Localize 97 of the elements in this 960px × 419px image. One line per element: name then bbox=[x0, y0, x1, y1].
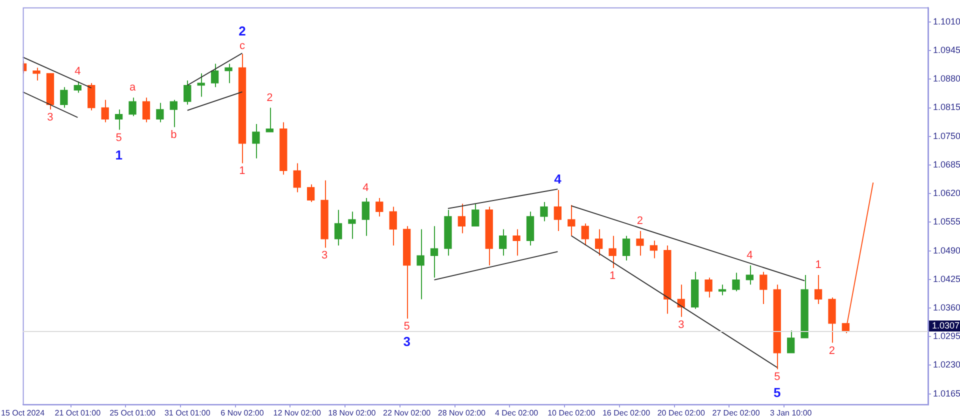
x-tick-label: 6 Nov 02:00 bbox=[220, 408, 264, 418]
annotation: 5 bbox=[116, 132, 122, 144]
annotation: 3 bbox=[678, 318, 684, 331]
annotation: 4 bbox=[74, 65, 81, 78]
candlestick bbox=[718, 284, 726, 296]
candlestick bbox=[142, 97, 150, 123]
annotation: c bbox=[239, 40, 246, 52]
x-tick-label: 20 Dec 02:00 bbox=[657, 408, 706, 418]
candlestick bbox=[88, 82, 96, 111]
candlestick bbox=[114, 109, 123, 130]
y-tick-label: 1.0880 bbox=[933, 74, 960, 84]
x-tick-label: 28 Nov 02:00 bbox=[438, 408, 486, 418]
candlestick bbox=[266, 107, 274, 132]
candlestick bbox=[32, 67, 40, 81]
candlestick bbox=[128, 97, 136, 117]
candlestick bbox=[362, 197, 370, 236]
y-tick-label: 1.0295 bbox=[933, 331, 960, 342]
annotation: b bbox=[170, 129, 177, 142]
candlestick bbox=[430, 226, 438, 278]
y-tick-label: 1.1010 bbox=[933, 16, 960, 26]
candlestick bbox=[787, 330, 795, 354]
candlestick bbox=[732, 272, 740, 292]
y-tick-label: 1.0750 bbox=[933, 130, 960, 141]
candlestick bbox=[622, 235, 630, 261]
x-tick-label: 3 Jan 10:00 bbox=[770, 408, 812, 418]
candlestick bbox=[608, 235, 616, 268]
candlestick bbox=[760, 271, 768, 305]
annotation: 1 bbox=[115, 147, 122, 162]
candlestick bbox=[210, 63, 219, 88]
candlestick bbox=[170, 99, 178, 128]
candlestick bbox=[184, 80, 192, 106]
annotation: 4 bbox=[362, 182, 369, 194]
y-tick-label: 1.0490 bbox=[933, 245, 960, 256]
candlestick bbox=[156, 102, 164, 123]
candlestick bbox=[472, 203, 480, 227]
x-tick-label: 22 Nov 02:00 bbox=[383, 408, 432, 418]
candlestick bbox=[348, 211, 356, 240]
annotation: 5 bbox=[774, 371, 780, 384]
y-tick-label: 1.0360 bbox=[933, 302, 960, 312]
x-tick-label: 25 Oct 01:00 bbox=[110, 408, 156, 418]
candlestick bbox=[636, 230, 644, 256]
candlestick bbox=[101, 99, 109, 123]
y-tick-label: 1.0165 bbox=[933, 388, 960, 398]
y-tick-label: 1.0685 bbox=[933, 159, 960, 170]
ref-line-label: 1.0307 bbox=[932, 320, 960, 330]
candlestick bbox=[306, 184, 315, 202]
candlestick bbox=[581, 223, 589, 246]
candlestick bbox=[458, 203, 466, 234]
y-tick-label: 1.0425 bbox=[933, 274, 960, 284]
annotation: 1 bbox=[609, 270, 616, 282]
annotation: 3 bbox=[403, 334, 410, 350]
candlestick bbox=[389, 206, 397, 246]
candlestick bbox=[540, 201, 548, 222]
candlestick bbox=[252, 124, 260, 159]
x-tick-label: 12 Nov 02:00 bbox=[273, 408, 322, 418]
annotation: 2 bbox=[636, 215, 644, 228]
candlestick bbox=[554, 190, 562, 232]
annotation: 4 bbox=[746, 249, 753, 262]
x-tick-label: 15 Oct 2024 bbox=[0, 408, 46, 418]
x-tick-label: 31 Oct 01:00 bbox=[164, 408, 211, 418]
x-tick-label: 16 Dec 02:00 bbox=[602, 408, 651, 418]
candlestick bbox=[512, 228, 520, 256]
candlestick bbox=[293, 162, 301, 193]
candlestick bbox=[376, 197, 384, 217]
annotation: 2 bbox=[266, 92, 273, 104]
annotation: 3 bbox=[321, 250, 328, 262]
candlestick bbox=[568, 204, 576, 236]
x-tick-label: 18 Nov 02:00 bbox=[328, 408, 376, 418]
annotation: 5 bbox=[404, 320, 410, 333]
annotation: 5 bbox=[774, 384, 781, 400]
y-tick-label: 1.0230 bbox=[933, 360, 960, 370]
y-tick-label: 1.0555 bbox=[933, 216, 960, 227]
candlestick bbox=[595, 228, 603, 256]
candlestick bbox=[60, 86, 68, 108]
x-tick-label: 27 Dec 02:00 bbox=[712, 408, 760, 418]
y-tick-label: 1.0945 bbox=[933, 45, 960, 56]
y-tick-label: 1.0620 bbox=[933, 188, 960, 198]
annotation: 2 bbox=[238, 24, 246, 39]
candlestick bbox=[498, 228, 507, 256]
candlestick bbox=[704, 277, 712, 298]
annotation: 4 bbox=[554, 172, 562, 187]
candlestick bbox=[334, 209, 342, 246]
x-tick-label: 4 Dec 02:00 bbox=[494, 408, 539, 418]
annotation: 3 bbox=[47, 112, 54, 124]
candlestick bbox=[74, 80, 82, 94]
candlestick bbox=[814, 274, 822, 305]
candlestick bbox=[650, 240, 658, 259]
candlestick bbox=[224, 63, 232, 84]
annotation: 2 bbox=[828, 344, 836, 357]
candlestick bbox=[746, 264, 754, 286]
x-tick-label: 21 Oct 01:00 bbox=[54, 408, 102, 418]
annotation: 1 bbox=[815, 259, 822, 272]
x-tick-label: 10 Dec 02:00 bbox=[548, 408, 596, 418]
annotation: 1 bbox=[239, 165, 246, 178]
candlestick bbox=[416, 228, 424, 300]
y-tick-label: 1.0815 bbox=[933, 102, 960, 112]
annotation: a bbox=[129, 82, 136, 94]
